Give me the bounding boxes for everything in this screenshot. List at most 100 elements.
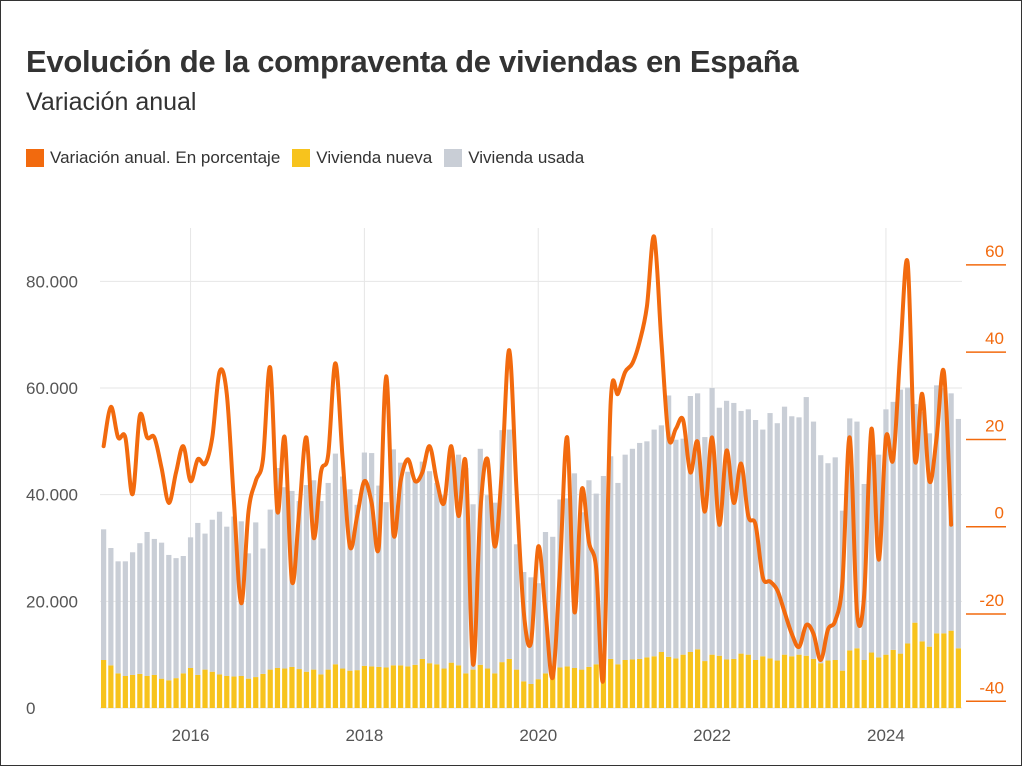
bar-vivienda-usada (702, 437, 708, 662)
bar-vivienda-nueva (680, 654, 686, 708)
bar-vivienda-usada (296, 501, 302, 670)
legend-item-variacion: Variación anual. En porcentaje (26, 148, 280, 168)
bar-vivienda-nueva (216, 674, 223, 708)
line-variacion-anual (101, 234, 954, 684)
bar-vivienda-nueva (354, 670, 360, 708)
bar-vivienda-nueva (202, 669, 208, 708)
legend-swatch-usada (444, 149, 463, 167)
bar-vivienda-nueva (832, 660, 838, 708)
y-tick-right: 20 (985, 416, 1004, 435)
bar-vivienda-nueva (760, 656, 766, 708)
bar-vivienda-nueva (847, 650, 853, 708)
x-tick: 2018 (345, 726, 383, 745)
bar-vivienda-usada (492, 502, 498, 674)
bar-vivienda-nueva (564, 666, 570, 708)
x-tick: 2016 (172, 726, 210, 745)
legend-swatch-nueva (292, 149, 311, 167)
bar-vivienda-usada (144, 532, 150, 676)
bar-vivienda-usada (796, 417, 802, 655)
bar-vivienda-usada (405, 471, 411, 667)
bar-vivienda-usada (101, 529, 107, 660)
bar-vivienda-nueva (187, 668, 194, 708)
bar-vivienda-usada (832, 457, 838, 660)
bar-vivienda-usada (434, 482, 440, 665)
bar-vivienda-usada (789, 416, 795, 657)
bar-vivienda-nueva (622, 660, 628, 708)
bar-vivienda-nueva (369, 666, 375, 708)
bar-vivienda-nueva (311, 669, 317, 708)
bar-vivienda-usada (122, 561, 128, 676)
y-tick-right: -20 (979, 591, 1004, 610)
bar-vivienda-usada (767, 413, 773, 659)
bar-vivienda-nueva (579, 669, 585, 708)
bar-vivienda-usada (426, 471, 433, 664)
bar-vivienda-usada (615, 482, 621, 665)
bar-vivienda-usada (716, 407, 722, 656)
bar-vivienda-nueva (282, 668, 288, 708)
bar-vivienda-nueva (376, 666, 382, 708)
bar-vivienda-usada (868, 436, 875, 653)
bar-vivienda-usada (151, 538, 157, 675)
bar-vivienda-usada (260, 548, 266, 674)
bar-vivienda-usada (303, 485, 310, 672)
bar-vivienda-nueva (934, 633, 940, 708)
legend-item-usada: Vivienda usada (444, 148, 584, 168)
bar-vivienda-usada (658, 425, 664, 652)
bar-vivienda-usada (441, 495, 447, 669)
bar-vivienda-usada (644, 441, 650, 658)
bar-vivienda-nueva (528, 684, 534, 708)
bar-vivienda-usada (608, 456, 614, 659)
bar-vivienda-nueva (637, 658, 643, 708)
bar-vivienda-nueva (506, 658, 512, 708)
bar-vivienda-nueva (912, 622, 918, 708)
bar-vivienda-nueva (108, 665, 114, 708)
bar-vivienda-usada (506, 429, 512, 659)
bar-vivienda-usada (854, 421, 860, 649)
y-tick-left: 60.000 (26, 379, 78, 398)
bar-vivienda-nueva (789, 656, 795, 708)
bar-vivienda-usada (166, 554, 172, 681)
bar-vivienda-usada (803, 397, 809, 656)
bar-vivienda-nueva (398, 665, 404, 708)
bar-vivienda-nueva (941, 633, 947, 708)
bar-vivienda-usada (383, 502, 389, 668)
bar-vivienda-nueva (723, 659, 730, 708)
bar-vivienda-usada (912, 404, 918, 623)
bar-vivienda-usada (673, 439, 679, 659)
legend-label-usada: Vivienda usada (468, 148, 585, 167)
bar-vivienda-nueva (629, 659, 636, 708)
bar-vivienda-usada (274, 468, 281, 668)
bar-vivienda-nueva (694, 649, 701, 708)
bar-vivienda-nueva (296, 669, 302, 708)
bar-vivienda-usada (347, 489, 353, 671)
bar-vivienda-nueva (825, 660, 831, 708)
bar-vivienda-nueva (644, 657, 650, 708)
bar-vivienda-usada (550, 536, 556, 673)
bar-vivienda-usada (470, 504, 476, 670)
chart-title: Evolución de la compraventa de viviendas… (26, 44, 799, 79)
bar-vivienda-usada (622, 454, 628, 660)
bar-vivienda-usada (687, 396, 693, 652)
bar-vivienda-usada (810, 421, 817, 659)
bar-vivienda-nueva (687, 652, 693, 708)
bar-vivienda-usada (137, 543, 143, 674)
bar-vivienda-nueva (289, 666, 295, 708)
bar-vivienda-usada (934, 385, 940, 634)
bar-vivienda-usada (332, 453, 339, 665)
x-tick: 2020 (519, 726, 557, 745)
bar-vivienda-nueva (586, 666, 592, 708)
bar-vivienda-usada (376, 485, 382, 667)
bar-vivienda-usada (513, 544, 520, 670)
bar-vivienda-usada (499, 430, 505, 663)
bar-vivienda-nueva (774, 660, 780, 708)
bar-vivienda-usada (282, 487, 288, 669)
bar-vivienda-usada (195, 522, 201, 675)
bar-vivienda-nueva (651, 656, 657, 708)
bar-vivienda-nueva (738, 653, 744, 708)
bar-vivienda-nueva (332, 664, 339, 708)
bar-vivienda-nueva (238, 676, 244, 708)
bar-vivienda-nueva (905, 643, 911, 708)
bar-vivienda-nueva (542, 673, 549, 708)
bar-vivienda-usada (905, 387, 911, 644)
